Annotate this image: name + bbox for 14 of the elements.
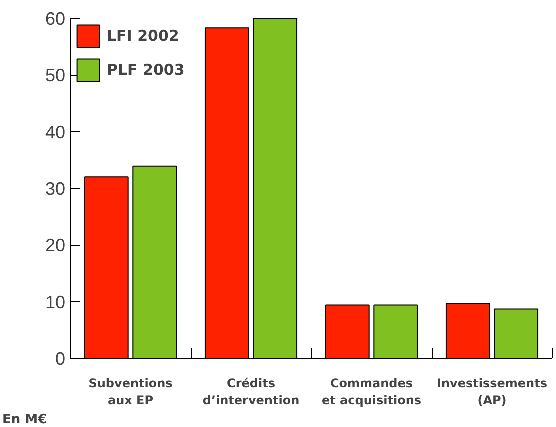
x-tick-label: Investissements (AP) [437,376,548,408]
legend-label: LFI 2002 [107,27,180,45]
y-tick-label: 60 [45,9,66,29]
y-tick-label: 50 [45,66,66,86]
x-tick-label: Commandes et acquisitions [322,376,422,408]
y-tick-label: 30 [45,179,66,199]
x-tick-label: Subventions aux EP [88,376,173,408]
y-tick-label: 40 [45,122,66,142]
y-tick-label: 20 [45,236,66,256]
y-tick-label: 0 [55,349,66,369]
text: En M€ [2,412,48,427]
y-tick-label: 10 [45,292,66,312]
legend-label: PLF 2003 [107,61,185,79]
x-tick-label: Crédits d’intervention [202,376,300,408]
